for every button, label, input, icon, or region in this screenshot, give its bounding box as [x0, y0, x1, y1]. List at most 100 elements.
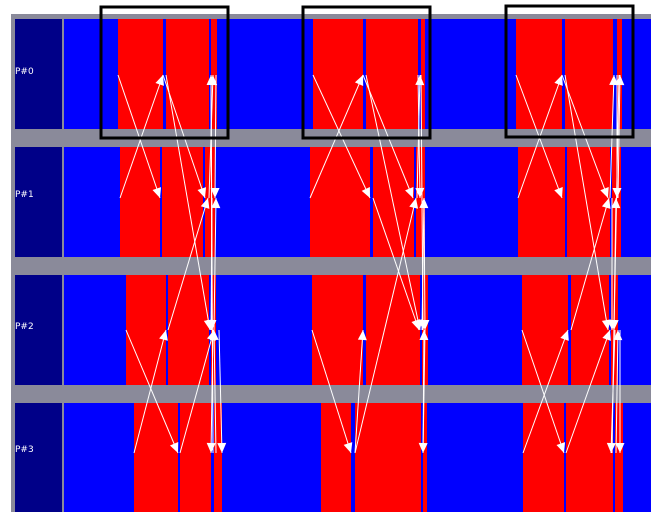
message-arrow: [372, 197, 420, 331]
process-row-0: P#0: [15, 19, 651, 129]
process-label-box: [15, 19, 62, 129]
arrowhead: [206, 319, 216, 330]
arrowhead: [155, 75, 164, 86]
busy-segment: [211, 19, 217, 129]
busy-segment: [421, 19, 425, 129]
busy-segment: [355, 403, 421, 512]
busy-segment: [166, 19, 209, 129]
arrowhead: [206, 330, 216, 341]
busy-segment: [571, 275, 609, 385]
arrowhead: [405, 187, 414, 198]
busy-segment: [310, 147, 370, 257]
busy-segment: [168, 275, 209, 385]
message-arrow: [167, 197, 210, 331]
arrowhead: [411, 319, 420, 330]
busy-segment: [416, 147, 425, 257]
arrowhead: [420, 319, 430, 330]
arrowhead: [615, 443, 625, 453]
busy-segment: [565, 19, 613, 129]
arrowhead: [600, 187, 609, 198]
process-label-box: [15, 147, 62, 257]
busy-segment: [373, 147, 414, 257]
message-arrow: [419, 329, 429, 454]
arrowhead: [217, 442, 227, 453]
arrowhead: [560, 330, 569, 341]
phase-highlight-box-1: [301, 5, 432, 140]
arrowhead: [159, 330, 168, 341]
busy-segment: [516, 19, 562, 129]
busy-segment: [567, 147, 610, 257]
process-row-2: P#2: [15, 275, 651, 385]
process-label: P#2: [15, 322, 34, 332]
arrowhead: [615, 75, 625, 86]
arrowhead: [343, 442, 353, 453]
arrowhead: [554, 187, 563, 198]
arrowhead: [601, 198, 611, 209]
phase-highlights: [99, 4, 635, 140]
busy-segment: [617, 19, 622, 129]
message-arrow: [211, 197, 221, 331]
process-row-3: P#3: [15, 403, 651, 512]
process-label: P#3: [15, 445, 34, 455]
process-label: P#0: [15, 67, 34, 77]
busy-segment: [162, 147, 203, 257]
message-arrow: [420, 197, 430, 331]
busy-segment: [566, 403, 613, 512]
arrowhead: [419, 330, 429, 341]
message-arrow: [611, 197, 621, 454]
arrowhead: [197, 187, 207, 198]
process-label: P#1: [15, 190, 34, 200]
arrowhead: [210, 187, 220, 198]
message-arrow: [570, 197, 611, 331]
busy-segment: [321, 403, 351, 512]
arrowhead: [602, 330, 611, 341]
arrowhead: [415, 75, 425, 86]
arrowhead: [609, 75, 619, 86]
arrowhead: [152, 187, 162, 198]
message-arrow: [354, 329, 367, 454]
busy-segment: [126, 275, 166, 385]
arrowhead: [554, 75, 563, 86]
message-arrow: [217, 329, 227, 454]
busy-segment: [423, 403, 427, 512]
process-label-box: [15, 403, 62, 512]
arrowhead: [357, 330, 367, 341]
message-arrow: [615, 330, 625, 453]
busy-segment: [118, 19, 163, 129]
arrowhead: [556, 442, 566, 453]
message-arrow: [179, 329, 216, 454]
arrowhead: [606, 442, 616, 453]
busy-segment: [214, 403, 222, 512]
arrowhead: [169, 442, 179, 453]
arrowhead: [409, 198, 419, 209]
message-arrow: [125, 329, 179, 454]
process-row-1: P#1: [15, 147, 651, 257]
arrowhead: [206, 75, 216, 86]
arrowhead: [211, 198, 221, 209]
phase-highlight-box-2: [504, 4, 635, 139]
busy-segment: [523, 403, 564, 512]
busy-segment: [120, 147, 160, 257]
message-arrow: [565, 329, 611, 454]
arrowhead: [611, 198, 621, 209]
arrowhead: [354, 75, 364, 86]
message-arrow: [311, 329, 353, 454]
busy-segment: [518, 147, 565, 257]
arrowhead: [200, 198, 210, 209]
phase-highlight-box-0: [99, 5, 230, 140]
message-arrow: [354, 197, 419, 454]
message-arrow: [522, 329, 569, 454]
busy-segment: [134, 403, 178, 512]
busy-segment: [615, 403, 623, 512]
busy-segment: [313, 19, 363, 129]
busy-segment: [366, 19, 418, 129]
arrowhead: [361, 187, 370, 198]
busy-segment: [180, 403, 211, 512]
busy-segment: [522, 275, 568, 385]
process-label-box: [15, 275, 62, 385]
message-arrow: [133, 329, 168, 454]
busy-segment: [205, 147, 215, 257]
message-arrow: [521, 329, 566, 454]
busy-segment: [312, 275, 363, 385]
